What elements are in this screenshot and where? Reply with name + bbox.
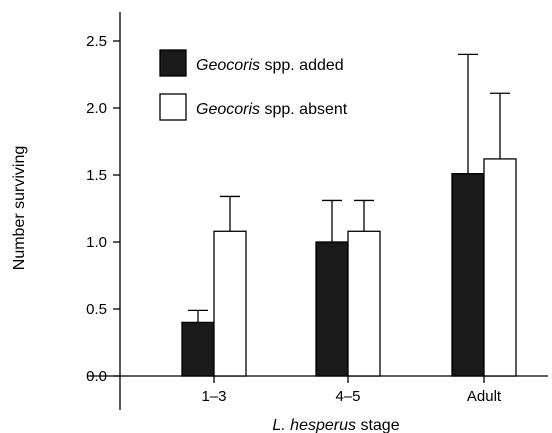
x-tick-label: Adult — [467, 388, 502, 405]
legend-swatch-added — [160, 50, 186, 76]
y-ticks: 0.0 0.5 1.0 1.5 2.0 2.5 — [86, 33, 120, 385]
y-tick-label: 2.5 — [86, 33, 107, 50]
legend-label-added: Geocoris spp. added — [196, 57, 344, 74]
legend-label-added-rest: spp. added — [260, 57, 344, 74]
bar-absent — [484, 159, 516, 376]
y-tick-label: 1.0 — [86, 234, 107, 251]
bar-added — [316, 242, 348, 376]
legend-label-absent-rest: spp. absent — [260, 101, 348, 118]
y-tick-label: 1.5 — [86, 167, 107, 184]
x-axis-label: L. hesperus stage — [272, 417, 399, 433]
legend-label-absent: Geocoris spp. absent — [196, 101, 348, 118]
x-axis-label-rest: stage — [356, 417, 400, 433]
bar-absent — [348, 231, 380, 376]
x-ticks: 1–3 4–5 Adult — [201, 376, 501, 405]
bar-absent — [214, 231, 246, 376]
legend-label-absent-italic: Geocoris — [196, 101, 260, 118]
y-tick-label: 0.5 — [86, 301, 107, 318]
bar-added — [452, 174, 484, 376]
legend: Geocoris spp. added Geocoris spp. absent — [160, 50, 348, 120]
bar-added — [182, 322, 214, 376]
legend-swatch-absent — [160, 94, 186, 120]
y-tick-label: 0.0 — [86, 368, 107, 385]
legend-label-added-italic: Geocoris — [196, 57, 260, 74]
x-axis-label-italic: L. hesperus — [272, 417, 356, 433]
x-tick-label: 1–3 — [201, 388, 226, 405]
x-tick-label: 4–5 — [335, 388, 360, 405]
y-axis-label: Number surviving — [11, 146, 28, 270]
y-tick-label: 2.0 — [86, 100, 107, 117]
